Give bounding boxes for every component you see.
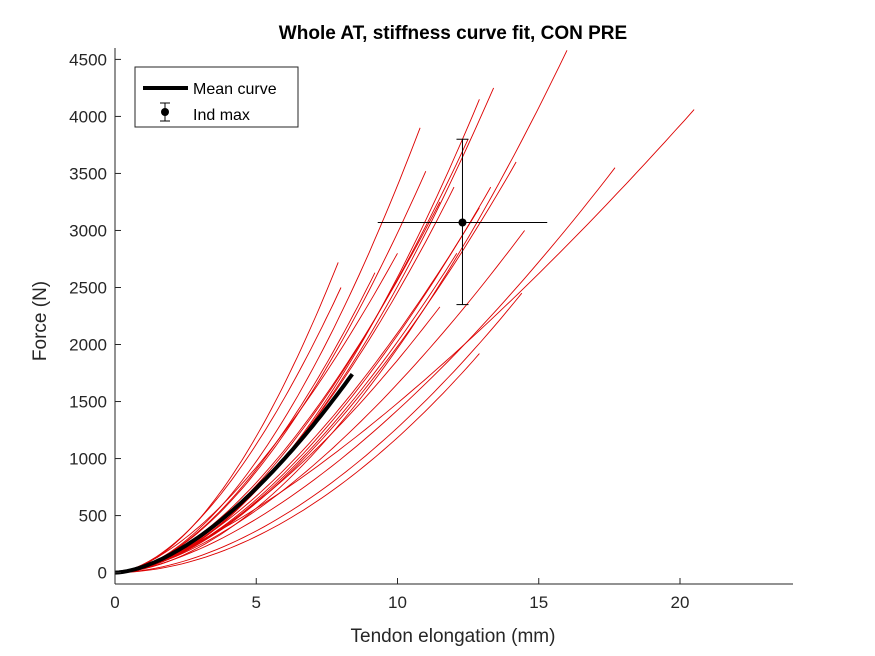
x-tick-label: 0 bbox=[110, 593, 119, 612]
individual-curve-17 bbox=[114, 167, 616, 574]
ind-max-point bbox=[458, 218, 467, 227]
individual-curve-13 bbox=[114, 207, 480, 574]
individual-curve-8 bbox=[114, 50, 568, 574]
individual-curve-7 bbox=[114, 87, 495, 574]
individual-curve-4 bbox=[114, 171, 427, 574]
chart-title: Whole AT, stiffness curve fit, CON PRE bbox=[279, 23, 627, 44]
individual-curve-12 bbox=[114, 186, 492, 574]
x-tick-label: 20 bbox=[671, 593, 690, 612]
y-tick-label: 3500 bbox=[69, 164, 107, 183]
legend: Mean curve Ind max bbox=[134, 66, 299, 128]
individual-curve-20 bbox=[114, 306, 441, 574]
y-tick-label: 2500 bbox=[69, 278, 107, 297]
ind-max-errorbar bbox=[377, 138, 548, 306]
individual-curve-22 bbox=[114, 272, 376, 574]
individual-curve-10 bbox=[114, 201, 441, 574]
individual-curve-14 bbox=[114, 230, 525, 574]
individual-curve-11 bbox=[114, 161, 517, 574]
x-tick-label: 10 bbox=[388, 593, 407, 612]
individual-curve-15 bbox=[114, 253, 458, 574]
individual-curve-1 bbox=[114, 127, 421, 574]
y-tick-label: 2000 bbox=[69, 336, 107, 355]
individual-curve-6 bbox=[114, 99, 480, 574]
y-tick-label: 3000 bbox=[69, 221, 107, 240]
individual-curve-5 bbox=[114, 139, 469, 574]
x-axis-title: Tendon elongation (mm) bbox=[351, 626, 556, 647]
legend-label-ind-max: Ind max bbox=[193, 107, 250, 124]
y-tick-label: 0 bbox=[98, 564, 107, 583]
individual-curve-19 bbox=[114, 353, 480, 574]
legend-ind-max-swatch bbox=[160, 102, 170, 122]
y-tick-label: 4500 bbox=[69, 50, 107, 69]
mean-curve bbox=[114, 373, 354, 575]
x-tick-label: 5 bbox=[252, 593, 261, 612]
y-tick-label: 4000 bbox=[69, 107, 107, 126]
legend-box bbox=[134, 66, 299, 128]
y-axis-title: Force (N) bbox=[30, 281, 51, 361]
axes: 0 5 10 15 20 0 500 1000 1500 2000 2500 3000 3500 4000… bbox=[69, 48, 793, 612]
individual-curve-3 bbox=[114, 287, 342, 574]
individual-curve-21 bbox=[114, 253, 398, 574]
individual-curve-18 bbox=[114, 292, 523, 574]
individual-curve-16 bbox=[114, 109, 695, 574]
y-tick-label: 1500 bbox=[69, 393, 107, 412]
plot-area bbox=[114, 50, 695, 575]
legend-label-mean-curve: Mean curve bbox=[193, 81, 277, 98]
y-tick-label: 500 bbox=[79, 507, 107, 526]
x-tick-label: 15 bbox=[529, 593, 548, 612]
y-tick-label: 1000 bbox=[69, 450, 107, 469]
